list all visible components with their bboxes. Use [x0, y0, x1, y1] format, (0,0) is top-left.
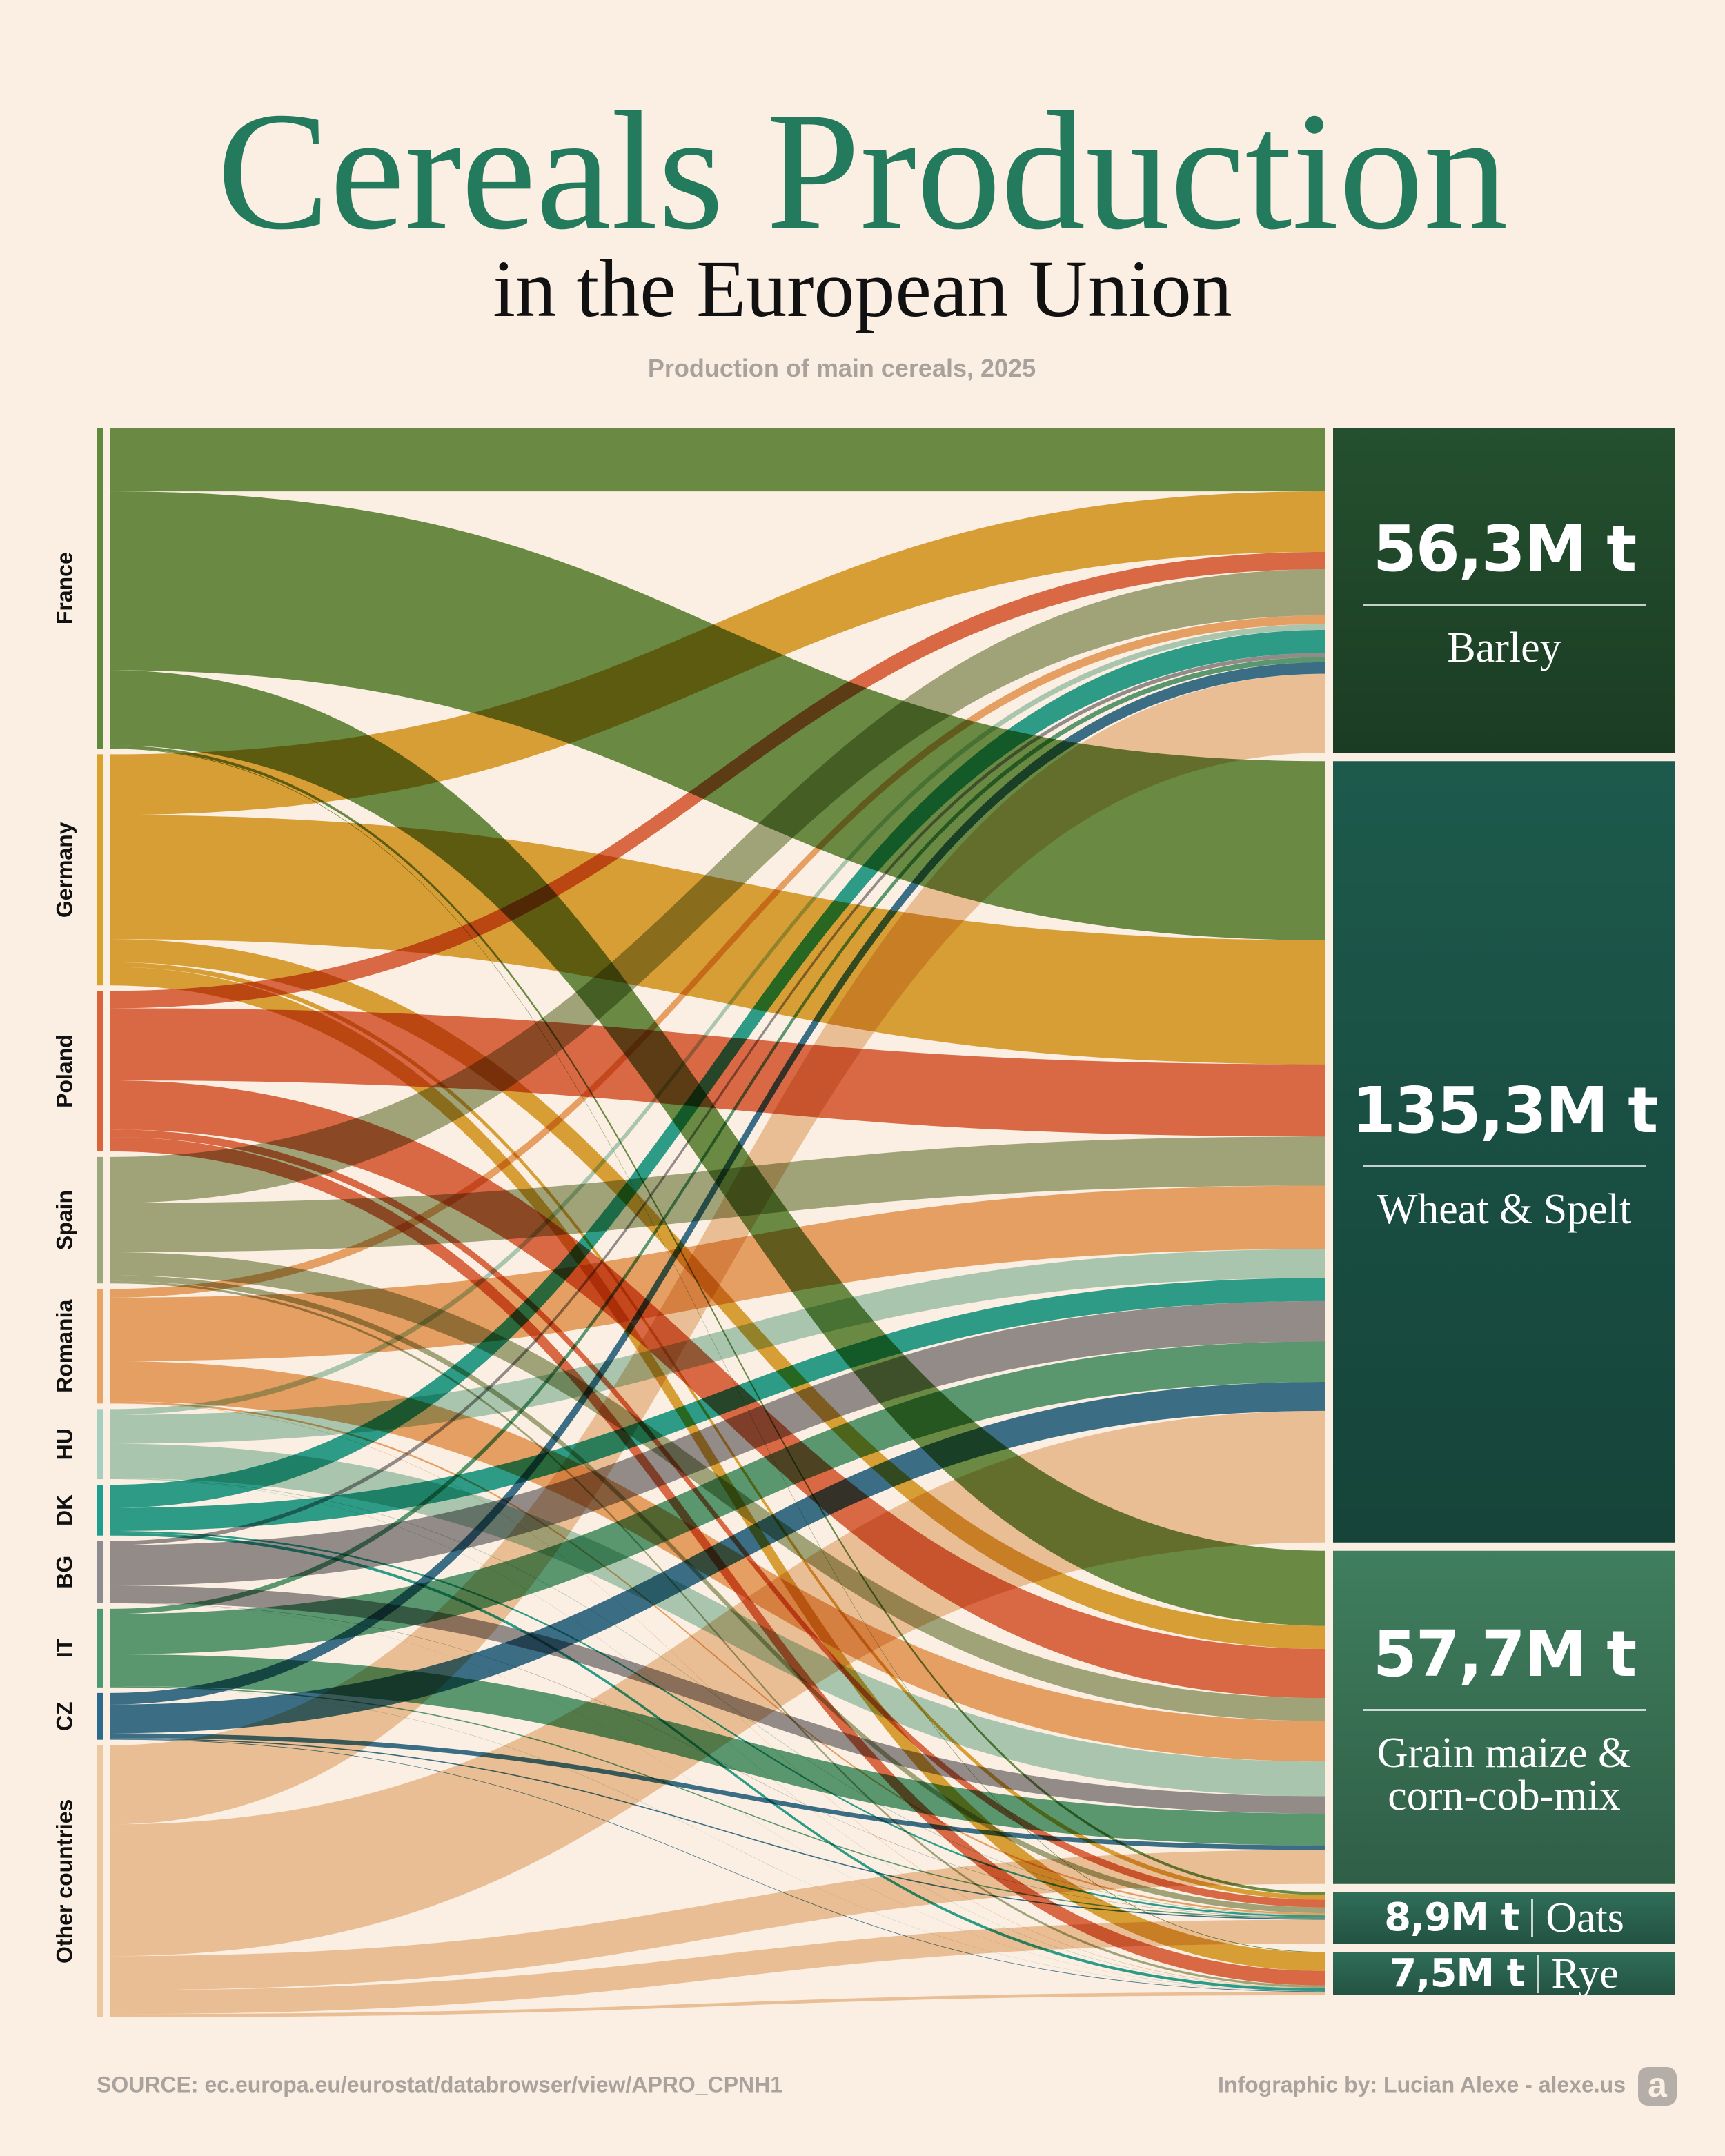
source-label: Spain — [52, 1190, 77, 1250]
flow — [110, 1382, 1325, 1734]
flow — [110, 1129, 1325, 1908]
panel-shade — [1333, 428, 1675, 753]
flow — [110, 1686, 1325, 1919]
flow — [110, 1275, 1325, 1913]
panel-content: 7,5M t Rye — [1333, 1952, 1675, 1995]
flow — [110, 1738, 1325, 1920]
nodes: France Germany Poland Spain Romania HU DK BG IT C… — [52, 428, 1675, 2017]
source-node — [97, 1692, 103, 1740]
source-node — [97, 428, 103, 749]
panel-value: 7,5M t — [1390, 1952, 1525, 1995]
panel-shade — [1333, 1892, 1675, 1944]
flow — [110, 1410, 1325, 1957]
credit: Infographic by: Lucian Alexe - alexe.us — [1218, 2072, 1626, 2097]
flow — [110, 1919, 1325, 2015]
flow — [110, 551, 1325, 1009]
panel-name: Grain maize & corn-cob-mix — [1377, 1730, 1632, 1820]
flow — [110, 673, 1325, 1825]
source-note: SOURCE: ec.europa.eu/eurostat/databrowse… — [97, 2072, 782, 2097]
flow — [110, 653, 1325, 1545]
flow — [110, 428, 1325, 492]
flow — [110, 1300, 1325, 1586]
flow — [110, 569, 1325, 1203]
panel-name: Rye — [1551, 1952, 1619, 1995]
panel-shade — [1333, 1952, 1675, 1995]
panel-label: 57,7M t Grain maize & corn-cob-mix — [1333, 1551, 1675, 1884]
flow — [110, 1739, 1325, 1992]
flow — [110, 1850, 1325, 1990]
panel-name: Wheat & Spelt — [1377, 1185, 1632, 1233]
logo-badge — [1638, 2067, 1677, 2106]
flow — [110, 1603, 1325, 1992]
flows — [110, 428, 1325, 2017]
flow — [110, 624, 1325, 1415]
panel-content: 56,3M t Barley — [1333, 428, 1675, 753]
panel-label: 8,9M t Oats — [1333, 1892, 1675, 1944]
flow — [110, 629, 1325, 1508]
source-node — [97, 1745, 103, 2017]
source-node — [97, 1156, 103, 1284]
source-label: IT — [52, 1638, 77, 1658]
chart-title: Cereals Production — [217, 77, 1508, 264]
source-label: DK — [52, 1494, 77, 1526]
logo: a — [1648, 2066, 1668, 2104]
panel-label: 135,3M t Wheat & Spelt — [1333, 761, 1675, 1543]
flow — [110, 1080, 1325, 1699]
flow — [110, 657, 1325, 1614]
flow — [110, 670, 1325, 1626]
panel-shade — [1333, 761, 1675, 1543]
flow — [110, 967, 1325, 1971]
source-label: BG — [52, 1556, 77, 1589]
panel-value: 135,3M t — [1351, 1073, 1659, 1147]
source-label: Poland — [52, 1034, 77, 1108]
panel-separator — [1537, 1954, 1539, 1993]
panel-name: Barley — [1447, 624, 1561, 671]
flow — [110, 1687, 1325, 1992]
source-node — [97, 1409, 103, 1480]
source-label: Other countries — [52, 1799, 77, 1964]
flow — [110, 745, 1325, 1895]
flow — [110, 615, 1325, 1298]
panel-shade — [1333, 1550, 1675, 1884]
chart-description: Production of main cereals, 2025 — [648, 354, 1036, 382]
source-node — [97, 754, 103, 986]
panel-separator — [1531, 1898, 1534, 1937]
source-node — [97, 1289, 103, 1404]
panel-separator — [1363, 1709, 1646, 1712]
source-label: HU — [52, 1428, 77, 1460]
flow — [110, 491, 1325, 815]
flow — [110, 815, 1325, 1065]
flow — [110, 1249, 1325, 1444]
panel-value: 8,9M t — [1384, 1895, 1519, 1941]
flow — [110, 1733, 1325, 1850]
flow — [110, 1341, 1325, 1654]
panel-label: 56,3M t Barley — [1333, 428, 1675, 753]
panel-content: 135,3M t Wheat & Spelt — [1333, 761, 1675, 1543]
panel-content: 57,7M t Grain maize & corn-cob-mix — [1333, 1551, 1675, 1884]
panel-name: Oats — [1546, 1894, 1624, 1941]
source-node — [97, 1541, 103, 1603]
flow — [110, 1278, 1325, 1532]
source-label: France — [52, 552, 77, 624]
source-label: Germany — [52, 822, 77, 918]
panel-label: 7,5M t Rye — [1333, 1952, 1675, 1995]
panel-separator — [1363, 603, 1646, 606]
flow — [110, 662, 1325, 1705]
panel-value: 57,7M t — [1372, 1617, 1637, 1692]
source-label: CZ — [52, 1701, 77, 1731]
source-node — [97, 991, 103, 1151]
flow — [110, 1992, 1325, 2017]
panel-value: 56,3M t — [1372, 511, 1637, 586]
source-node — [97, 1485, 103, 1536]
panel-content: 8,9M t Oats — [1333, 1892, 1675, 1944]
panel-separator — [1363, 1165, 1646, 1167]
chart-subtitle: in the European Union — [493, 244, 1232, 334]
source-node — [97, 1608, 103, 1688]
source-label: Romania — [52, 1300, 77, 1393]
